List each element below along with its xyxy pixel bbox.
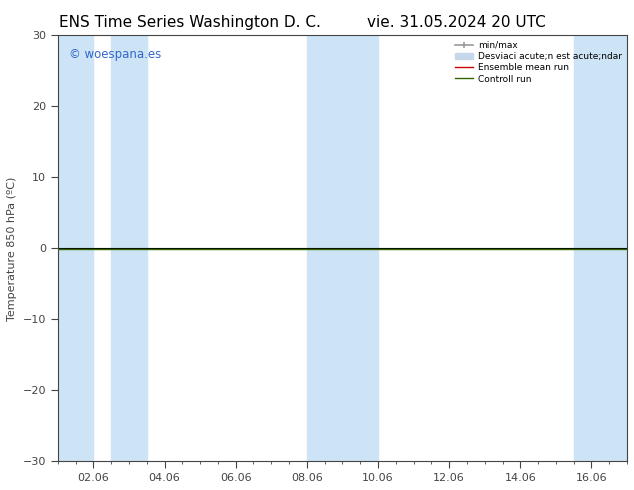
Y-axis label: Temperature 850 hPa (ºC): Temperature 850 hPa (ºC) xyxy=(7,176,17,320)
Bar xyxy=(58,35,93,461)
Bar xyxy=(574,35,627,461)
Bar xyxy=(111,35,146,461)
Text: © woespana.es: © woespana.es xyxy=(69,48,162,61)
Legend: min/max, Desviaci acute;n est acute;ndar, Ensemble mean run, Controll run: min/max, Desviaci acute;n est acute;ndar… xyxy=(453,38,624,86)
Text: vie. 31.05.2024 20 UTC: vie. 31.05.2024 20 UTC xyxy=(367,15,546,30)
Bar xyxy=(307,35,378,461)
Text: ENS Time Series Washington D. C.: ENS Time Series Washington D. C. xyxy=(59,15,321,30)
